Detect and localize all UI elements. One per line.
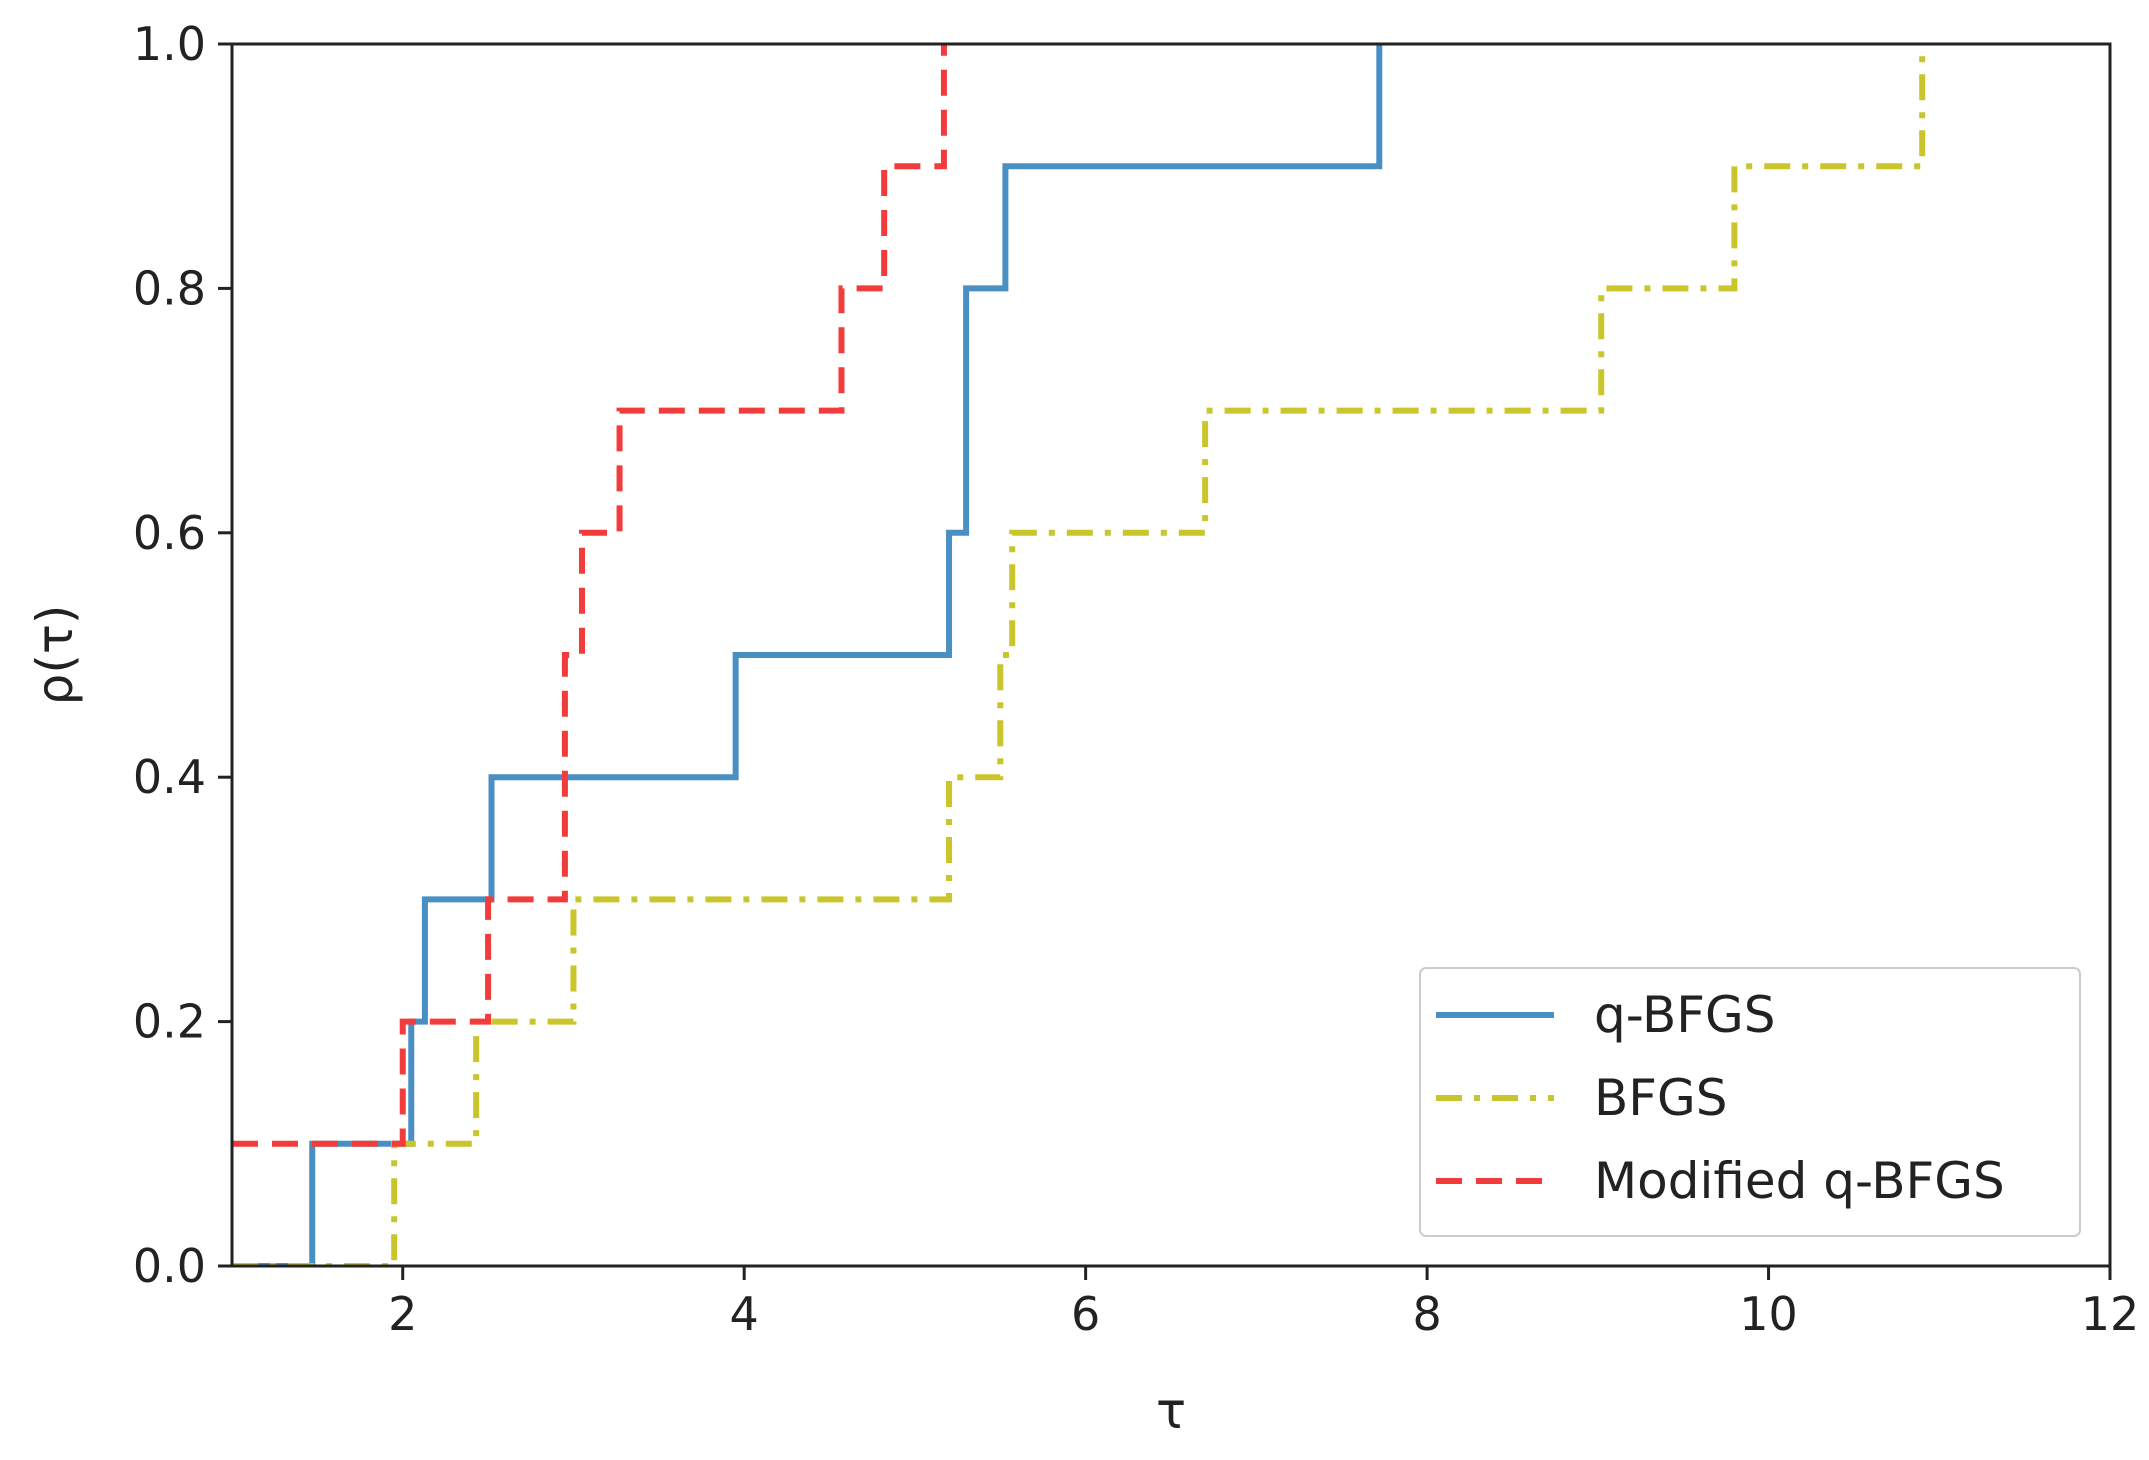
y-tick-label: 1.0 <box>133 17 206 71</box>
y-axis-label: ρ(τ) <box>26 605 84 706</box>
y-tick-label: 0.6 <box>133 506 206 560</box>
x-tick-label: 6 <box>1071 1287 1100 1341</box>
y-tick-label: 0.2 <box>133 995 206 1049</box>
series-layer <box>232 44 1926 1266</box>
legend-label-bfgs: BFGS <box>1594 1069 1728 1127</box>
legend-box <box>1419 967 2081 1237</box>
x-axis-label: τ <box>1156 1382 1186 1440</box>
series-line-bfgs <box>232 44 1926 1266</box>
y-axis-ticks: 0.0 0.2 0.4 0.6 0.8 1.0 <box>133 17 232 1293</box>
y-tick-label: 0.0 <box>133 1239 206 1293</box>
x-tick-label: 2 <box>388 1287 417 1341</box>
y-tick-label: 0.4 <box>133 750 206 804</box>
y-tick-label: 0.8 <box>133 261 206 315</box>
plot-frame <box>230 42 2112 1268</box>
legend-label-q-bfgs: q-BFGS <box>1594 986 1776 1044</box>
series-line-modified-q-bfgs <box>232 44 947 1147</box>
legend-label-modified-q-bfgs: Modified q-BFGS <box>1594 1152 2005 1210</box>
x-tick-label: 8 <box>1412 1287 1441 1341</box>
legend: q-BFGS BFGS Modified q-BFGS <box>1419 967 2081 1237</box>
x-tick-label: 12 <box>2081 1287 2140 1341</box>
x-tick-label: 10 <box>1739 1287 1798 1341</box>
x-axis-ticks: 2 4 6 8 10 12 <box>388 1266 2139 1341</box>
x-tick-label: 4 <box>730 1287 759 1341</box>
